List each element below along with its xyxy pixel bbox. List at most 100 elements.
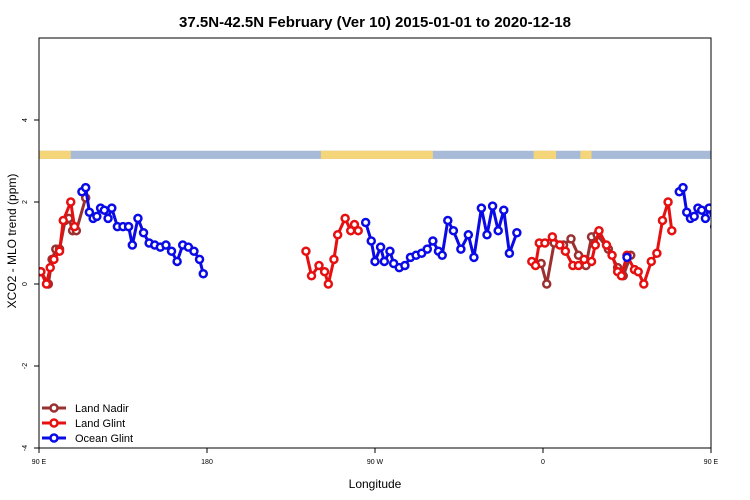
data-point [161, 240, 171, 250]
land-segment [39, 150, 71, 159]
data-point [49, 254, 59, 265]
data-point [566, 234, 576, 244]
data-point [487, 201, 498, 211]
data-point [103, 213, 113, 224]
legend-item: Land Nadir [42, 403, 129, 415]
data-point [590, 240, 601, 250]
data-point [541, 279, 552, 289]
data-point [194, 254, 205, 265]
data-point [189, 246, 199, 256]
data-point [704, 203, 711, 213]
data-point [172, 256, 182, 267]
data-point [400, 260, 410, 271]
data-point [353, 225, 363, 236]
data-point [385, 246, 395, 256]
data-point [428, 236, 438, 246]
series-ocean-glint [77, 182, 739, 279]
data-point [717, 223, 724, 230]
data-point [633, 266, 643, 277]
data-point [547, 232, 558, 242]
data-point [54, 246, 65, 256]
y-axis-title: XCO2 - MLO trend (ppm) [5, 174, 19, 309]
data-point [678, 182, 688, 193]
x-tick-label: 90 E [704, 459, 719, 466]
data-point [601, 240, 612, 250]
data-point [65, 197, 76, 207]
data-point [123, 221, 134, 232]
data-point [560, 246, 571, 256]
data-point [319, 266, 330, 277]
data-point [323, 279, 334, 289]
land-segment [580, 150, 592, 159]
data-point [504, 248, 515, 258]
x-axis-title: Longitude [349, 477, 402, 491]
y-tick-label: 0 [22, 282, 29, 286]
data-point [332, 230, 343, 240]
data-point [370, 256, 380, 267]
data-point [375, 242, 386, 252]
data-point [493, 225, 503, 236]
series-line [733, 198, 750, 262]
land-segment [533, 150, 557, 159]
data-point [709, 223, 711, 230]
data-point [607, 250, 617, 261]
data-point [92, 211, 102, 222]
data-point [448, 225, 459, 236]
data-point [69, 221, 80, 232]
data-point [667, 225, 677, 236]
data-point [127, 240, 138, 250]
data-point [482, 230, 492, 240]
data-point [456, 244, 466, 254]
y-axis: -4 -2 0 2 4 [22, 118, 39, 451]
data-point [646, 256, 657, 267]
data-point [663, 197, 673, 207]
x-tick-label: 180 [201, 459, 213, 466]
chart-title: 37.5N-42.5N February (Ver 10) 2015-01-01… [179, 14, 571, 31]
data-point [540, 238, 550, 248]
legend-label: Land Nadir [75, 403, 129, 415]
y-tick-label: -4 [22, 445, 29, 451]
y-tick-label: -2 [22, 363, 29, 369]
data-point [579, 254, 589, 265]
legend-item: Land Glint [42, 418, 125, 430]
y-tick-label: 4 [22, 118, 29, 122]
data-point [639, 279, 649, 289]
data-point [616, 271, 627, 281]
data-point [739, 244, 746, 251]
data-point [469, 252, 479, 263]
data-point [379, 256, 390, 267]
series-layer [39, 182, 750, 289]
data-point [689, 211, 699, 222]
data-point [573, 260, 584, 271]
legend: Land Nadir Land Glint Ocean Glint [42, 403, 133, 445]
data-point [198, 269, 209, 279]
data-point [622, 252, 632, 263]
series-land-nadir [39, 193, 750, 289]
series-line [364, 204, 519, 270]
data-point [45, 262, 55, 273]
data-point [58, 215, 69, 226]
data-point [306, 271, 317, 281]
data-point [555, 240, 565, 250]
data-point [301, 246, 311, 256]
data-point [657, 215, 668, 226]
data-point [530, 260, 541, 271]
data-point [700, 213, 711, 224]
data-point [652, 248, 662, 258]
legend-marker [49, 403, 59, 413]
legend-label: Land Glint [75, 418, 125, 430]
legend-label: Ocean Glint [75, 433, 133, 445]
data-point [476, 203, 487, 213]
data-point [80, 182, 91, 193]
data-point [360, 217, 371, 228]
x-tick-label: 0 [541, 459, 545, 466]
land-ocean-band [39, 150, 711, 159]
data-point [463, 230, 474, 240]
land-segment [320, 150, 433, 159]
data-point [732, 215, 739, 222]
data-point [586, 256, 597, 267]
data-point [340, 213, 350, 224]
data-point [133, 213, 143, 224]
data-point [41, 279, 52, 289]
